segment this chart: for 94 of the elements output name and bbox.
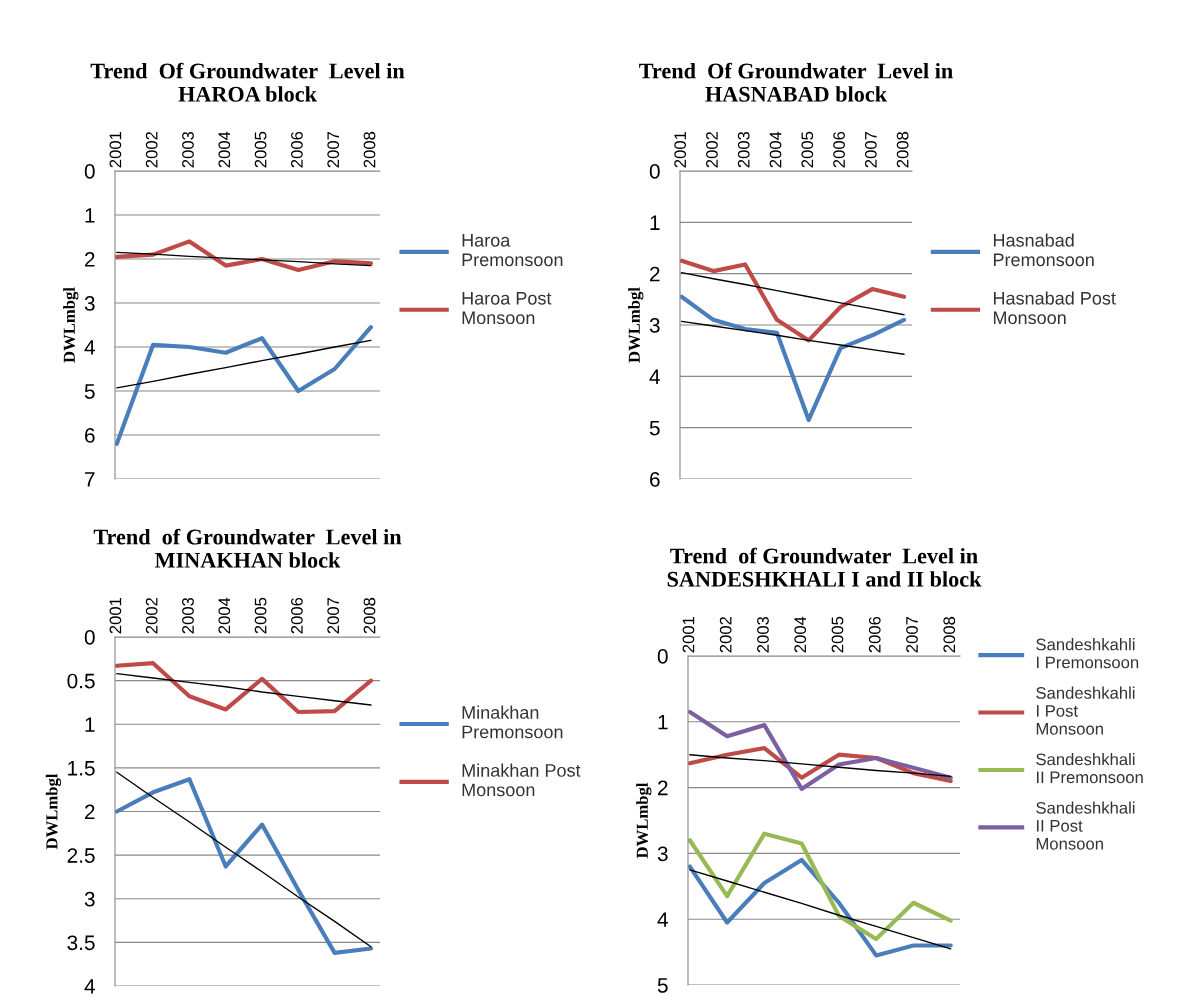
y-tick-label: 4	[84, 340, 95, 355]
y-tick-label: 3	[84, 296, 95, 311]
x-tick-label: 2001	[674, 131, 687, 168]
legend-label: Hasnabad Premonsoon	[993, 233, 1094, 267]
y-tick-label: 2	[85, 804, 95, 820]
line-series	[680, 320, 905, 355]
line-series	[688, 857, 953, 958]
line-series	[688, 831, 953, 942]
x-tick-label: 2003	[182, 597, 194, 634]
y-tick-label: 1	[658, 715, 668, 730]
y-tick-label: 3	[657, 846, 668, 862]
x-tick-label: 2007	[327, 131, 340, 168]
y-tick-label: 0	[657, 649, 668, 664]
y-tick-label: 5	[657, 978, 668, 993]
x-tick-label: 2008	[363, 597, 376, 634]
line-series	[115, 661, 374, 715]
x-tick-label: 2004	[794, 616, 807, 653]
y-tick-label: 1	[650, 215, 660, 230]
y-tick-label: 3	[84, 891, 95, 907]
line-series	[116, 251, 372, 267]
legend-label: Haroa Post Monsoon	[462, 292, 552, 325]
x-tick-label: 2004	[769, 131, 782, 168]
x-tick-label: 2008	[943, 616, 956, 653]
y-tick-label: 2	[650, 266, 660, 282]
line-series	[688, 709, 953, 792]
y-axis-title: DWLmbgl	[628, 287, 644, 363]
legend-label: Sandeshkhali II Premonsoon	[1036, 753, 1143, 784]
line-series	[680, 294, 907, 423]
x-tick-label: 2004	[218, 131, 231, 168]
x-tick-label: 2005	[831, 616, 844, 653]
x-tick-label: 2005	[254, 131, 267, 168]
line-series	[116, 339, 372, 389]
x-tick-label: 2001	[109, 131, 122, 168]
y-tick-label: 2.5	[67, 848, 95, 863]
y-tick-label: 4	[657, 912, 668, 927]
line-series	[689, 754, 952, 778]
y-axis-title: DWLmbgl	[636, 782, 652, 859]
legend-label: Hasnabad Post Monsoon	[993, 291, 1116, 325]
legend-label: Haroa Premonsoon	[462, 234, 563, 267]
x-tick-label: 2008	[363, 131, 376, 168]
y-tick-label: 1.5	[68, 761, 95, 776]
x-tick-label: 2002	[145, 131, 158, 168]
line-series	[115, 325, 374, 446]
chart-title: Trend Of Groundwater Level in HAROA block	[90, 62, 405, 102]
x-tick-label: 2006	[290, 131, 303, 168]
line-series	[680, 271, 905, 316]
x-tick-label: 2003	[182, 131, 194, 168]
y-tick-label: 0.5	[67, 673, 95, 689]
x-tick-label: 2002	[706, 131, 718, 168]
x-tick-label: 2004	[218, 597, 231, 634]
y-tick-label: 0	[649, 164, 660, 179]
x-tick-label: 2002	[145, 597, 158, 634]
x-tick-label: 2001	[682, 616, 695, 653]
line-series	[680, 258, 907, 343]
y-axis-title: DWLmbgl	[63, 287, 79, 363]
x-tick-label: 2003	[757, 616, 769, 653]
y-axis-title: DWLmbgl	[45, 773, 62, 850]
y-tick-label: 3.5	[67, 935, 95, 951]
x-tick-label: 2006	[868, 616, 881, 653]
x-tick-label: 2001	[109, 597, 122, 634]
legend-label: Sandeshkahli I Premonsoon	[1036, 638, 1139, 669]
y-tick-label: 4	[84, 979, 95, 994]
y-tick-label: 5	[649, 420, 660, 436]
line-series	[689, 869, 952, 950]
y-tick-label: 3	[649, 318, 660, 333]
y-tick-label: 7	[85, 472, 95, 487]
y-tick-label: 6	[650, 472, 660, 487]
x-tick-label: 2005	[254, 597, 267, 634]
line-series	[116, 672, 372, 706]
chart-title: Trend of Groundwater Level in MINAKHAN block	[93, 528, 402, 568]
y-tick-label: 0	[84, 164, 95, 179]
legend-label: Sandeshkhali II Post Monsoon	[1036, 801, 1135, 850]
y-tick-label: 1	[85, 208, 95, 223]
x-tick-label: 2007	[906, 616, 918, 653]
x-tick-label: 2007	[327, 597, 340, 634]
y-tick-label: 0	[84, 630, 95, 645]
x-tick-label: 2002	[719, 616, 732, 653]
legend-label: Minakhan Premonsoon	[462, 705, 563, 739]
y-tick-label: 4	[649, 369, 660, 384]
legend-label: Sandeshkahli I Post Monsoon	[1036, 686, 1135, 735]
x-tick-label: 2007	[864, 131, 877, 168]
y-tick-label: 5	[84, 384, 95, 399]
x-tick-label: 2006	[290, 597, 303, 634]
x-tick-label: 2003	[737, 131, 750, 168]
y-tick-label: 1	[85, 717, 95, 732]
y-tick-label: 6	[85, 428, 95, 443]
legend-label: Minakhan Post Monsoon	[462, 763, 581, 797]
x-tick-label: 2006	[833, 131, 845, 168]
x-tick-label: 2008	[896, 131, 909, 168]
chart-title: Trend Of Groundwater Level in HASNABAD block	[639, 62, 953, 102]
y-tick-label: 2	[658, 780, 668, 796]
x-tick-label: 2005	[801, 131, 814, 168]
chart-title: Trend of Groundwater Level in SANDESHKHALI I and II block	[667, 547, 982, 587]
y-tick-label: 2	[85, 252, 95, 267]
